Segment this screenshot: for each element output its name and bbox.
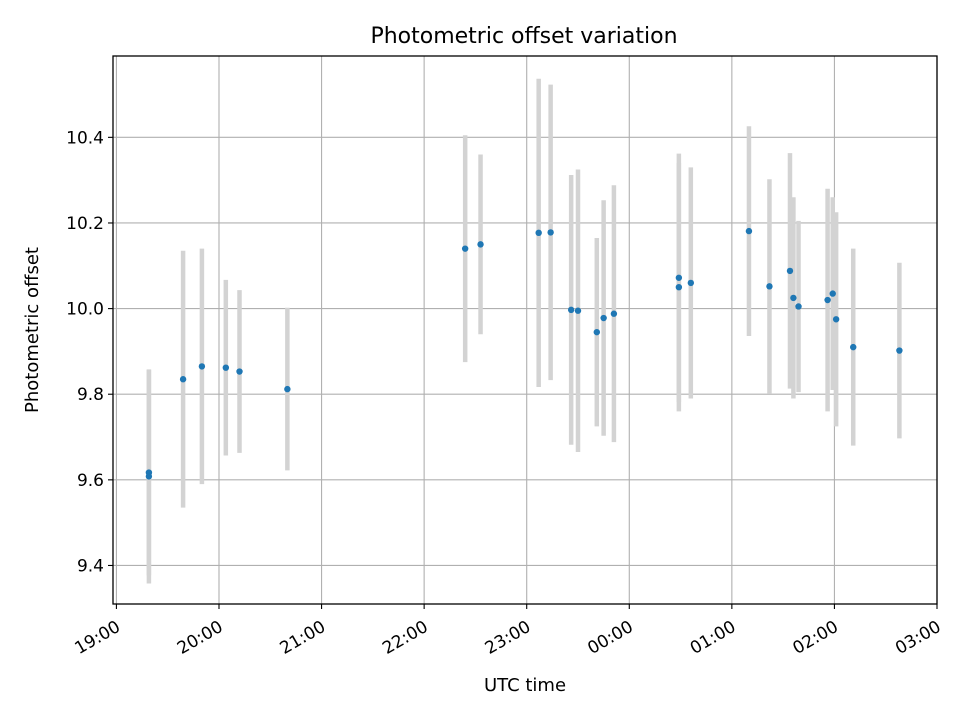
plot-frame [112,55,938,605]
data-point [850,343,857,351]
data-point [896,347,903,354]
data-point [198,363,206,370]
data-point [829,290,836,297]
y-axis-label: Photometric offset [22,247,43,413]
data-point [145,473,153,480]
y-tick-label: 10.2 [66,214,104,234]
y-tick-label: 9.6 [77,471,104,491]
data-point [535,229,542,237]
data-points [145,227,903,480]
chart-title: Photometric offset variation [370,24,677,49]
data-point [795,303,802,310]
y-tick-label: 10.0 [66,300,104,320]
data-point [547,229,554,236]
data-point [236,368,243,375]
y-tick-label: 9.4 [77,556,104,576]
data-point [593,328,601,336]
data-point [766,283,773,290]
data-point [687,279,695,287]
data-point [824,296,831,304]
data-point [477,241,484,248]
data-point [786,267,794,275]
data-point [600,314,607,322]
data-point [222,364,230,371]
data-point [284,385,291,393]
data-point [574,307,582,314]
y-tick-label: 9.8 [77,385,104,405]
data-point [675,283,683,291]
y-tick-label: 10.4 [66,128,104,148]
x-axis-label: UTC time [484,675,566,696]
data-point [461,245,469,252]
data-point [790,294,797,302]
data-point [610,310,618,317]
data-point [179,376,187,383]
data-point [675,274,683,281]
data-point [567,306,575,314]
data-point [832,316,840,323]
data-point [745,227,753,235]
